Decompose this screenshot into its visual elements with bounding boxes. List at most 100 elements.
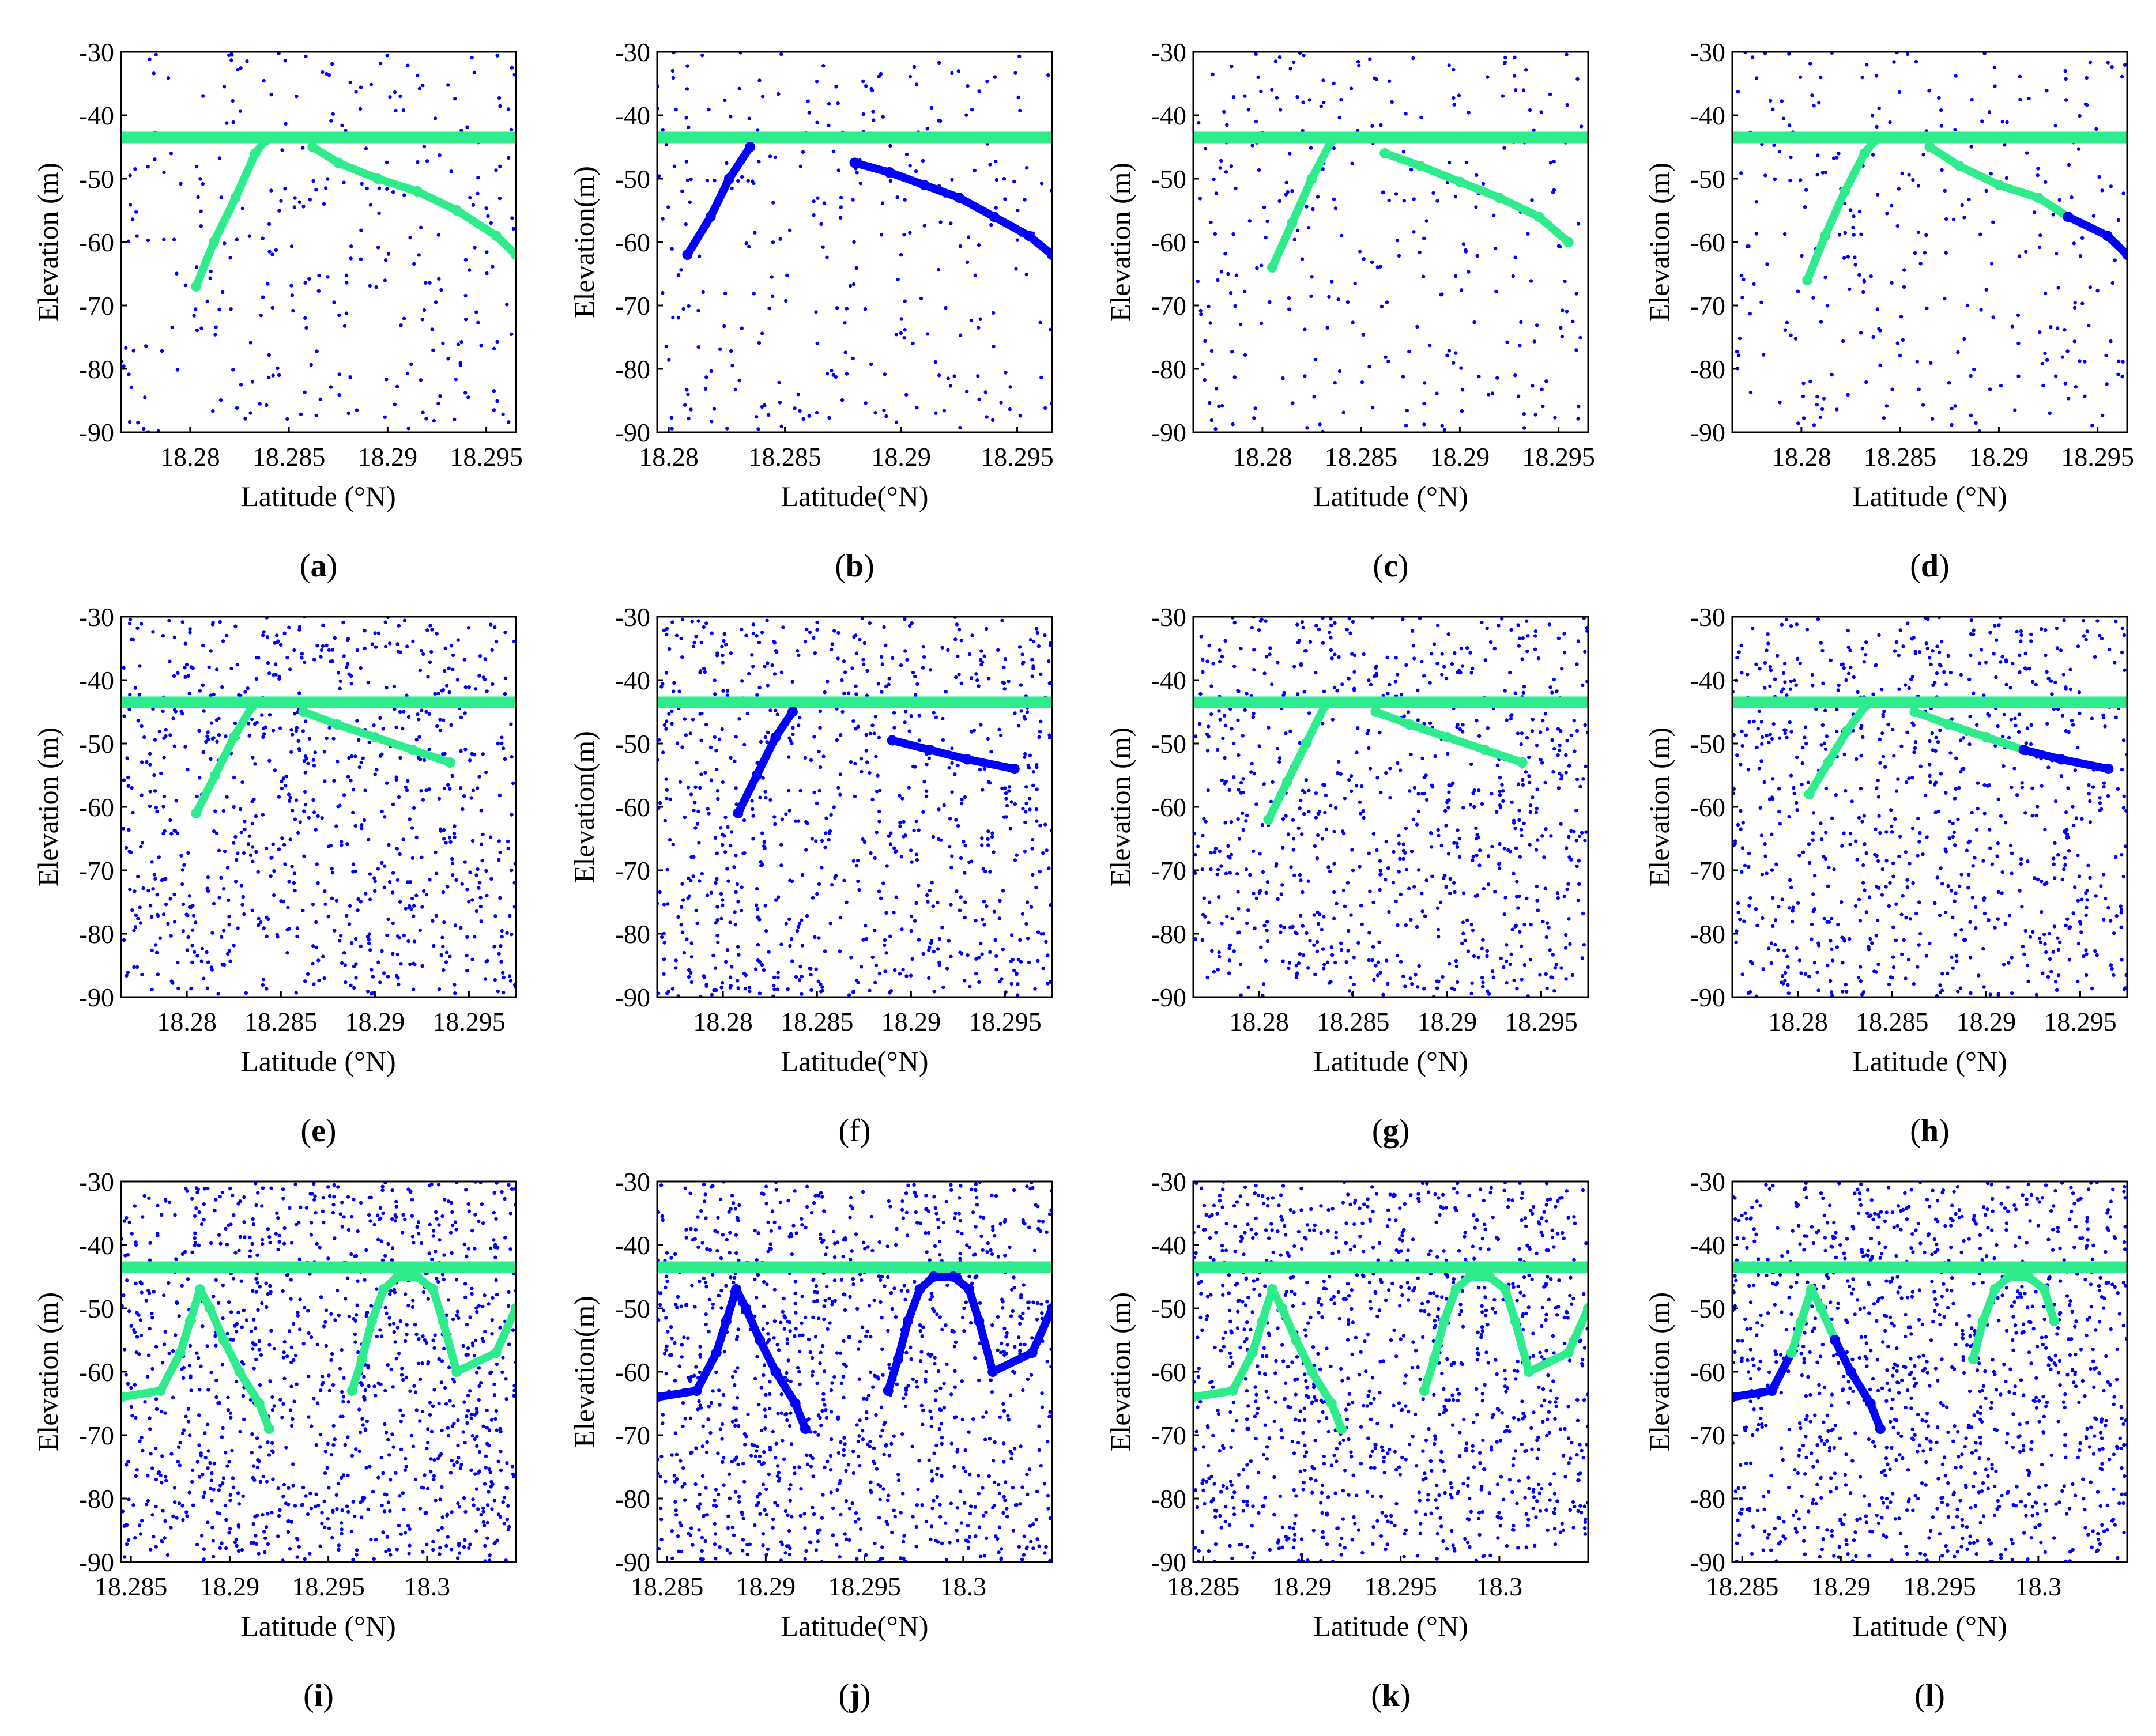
noise-point bbox=[1569, 733, 1573, 738]
noise-point bbox=[1008, 407, 1012, 412]
noise-point bbox=[1244, 819, 1248, 823]
noise-point bbox=[220, 935, 224, 939]
noise-point bbox=[294, 729, 299, 733]
noise-point bbox=[1874, 663, 1878, 667]
noise-point bbox=[765, 618, 769, 622]
noise-point bbox=[1988, 631, 1992, 635]
noise-point bbox=[1995, 854, 1999, 858]
noise-point bbox=[988, 950, 992, 954]
noise-point bbox=[303, 754, 308, 758]
noise-point bbox=[1371, 945, 1375, 949]
xtick-label: 18.29 bbox=[871, 442, 931, 471]
noise-point bbox=[252, 722, 257, 726]
noise-point bbox=[689, 792, 693, 797]
noise-point bbox=[1437, 833, 1441, 838]
noise-point bbox=[2007, 735, 2011, 740]
noise-point bbox=[2080, 897, 2084, 901]
noise-point bbox=[950, 178, 954, 182]
noise-point bbox=[1201, 670, 1205, 674]
noise-point bbox=[687, 304, 691, 308]
noise-point bbox=[1531, 718, 1535, 722]
noise-point bbox=[454, 378, 458, 382]
noise-point bbox=[1409, 168, 1414, 172]
noise-point bbox=[1516, 906, 1520, 910]
noise-point bbox=[905, 658, 909, 662]
noise-point bbox=[2094, 127, 2098, 131]
noise-point bbox=[1322, 963, 1326, 967]
series-point bbox=[1859, 148, 1870, 158]
noise-point bbox=[205, 986, 210, 990]
noise-point bbox=[1794, 683, 1798, 687]
noise-point bbox=[1223, 252, 1227, 256]
noise-point bbox=[1509, 714, 1513, 718]
noise-point bbox=[1315, 949, 1320, 953]
noise-point bbox=[913, 919, 917, 923]
noise-point bbox=[1013, 711, 1017, 715]
noise-point bbox=[2036, 173, 2040, 178]
noise-point bbox=[1510, 800, 1514, 805]
noise-point bbox=[729, 843, 733, 848]
noise-point bbox=[686, 786, 691, 790]
noise-point bbox=[191, 914, 196, 918]
noise-point bbox=[899, 855, 904, 859]
noise-point bbox=[1047, 681, 1052, 685]
noise-point bbox=[1823, 170, 1828, 175]
noise-point bbox=[479, 344, 483, 348]
noise-point bbox=[171, 716, 175, 720]
noise-point bbox=[356, 897, 360, 901]
series-right-tail bbox=[2064, 213, 2127, 259]
noise-point bbox=[840, 398, 845, 402]
noise-point bbox=[1374, 77, 1378, 81]
noise-point bbox=[811, 896, 815, 900]
noise-point bbox=[887, 834, 891, 838]
noise-point bbox=[1391, 881, 1396, 885]
noise-point bbox=[1295, 931, 1299, 936]
noise-point bbox=[736, 179, 740, 183]
noise-point bbox=[898, 820, 902, 825]
noise-point bbox=[2074, 385, 2078, 389]
noise-point bbox=[442, 828, 446, 832]
noise-point bbox=[964, 113, 968, 117]
noise-point bbox=[1583, 723, 1587, 727]
noise-point bbox=[1982, 911, 1987, 916]
noise-point bbox=[662, 941, 666, 945]
noise-point bbox=[295, 926, 300, 930]
noise-point bbox=[1399, 960, 1403, 964]
noise-point bbox=[492, 408, 496, 412]
noise-point bbox=[1378, 888, 1382, 892]
noise-point bbox=[1899, 744, 1904, 749]
series-point bbox=[230, 193, 241, 203]
noise-point bbox=[1203, 339, 1207, 343]
noise-point bbox=[491, 265, 495, 269]
noise-point bbox=[1976, 807, 1980, 811]
noise-point bbox=[405, 371, 410, 376]
noise-point bbox=[1437, 934, 1441, 939]
noise-point bbox=[151, 887, 155, 891]
noise-point bbox=[1784, 971, 1788, 975]
noise-point bbox=[300, 652, 304, 656]
noise-point bbox=[1027, 960, 1031, 965]
noise-point bbox=[1969, 374, 1973, 378]
noise-point bbox=[1002, 687, 1007, 691]
noise-point bbox=[730, 965, 734, 969]
noise-point bbox=[1975, 723, 1979, 727]
noise-point bbox=[914, 852, 919, 856]
noise-point bbox=[965, 260, 970, 264]
noise-point bbox=[1229, 852, 1234, 857]
noise-point bbox=[785, 273, 789, 277]
noise-point bbox=[709, 779, 714, 783]
noise-point bbox=[684, 160, 689, 164]
noise-point bbox=[928, 945, 932, 950]
noise-point bbox=[878, 788, 882, 793]
noise-point bbox=[380, 949, 384, 953]
noise-point bbox=[1491, 213, 1496, 217]
noise-point bbox=[417, 86, 422, 90]
noise-point bbox=[762, 968, 766, 972]
noise-point bbox=[404, 785, 408, 790]
noise-point bbox=[1038, 320, 1042, 324]
noise-point bbox=[936, 267, 941, 272]
noise-point bbox=[153, 157, 157, 161]
noise-point bbox=[1424, 798, 1429, 802]
noise-point bbox=[954, 675, 958, 680]
noise-point bbox=[492, 945, 496, 949]
